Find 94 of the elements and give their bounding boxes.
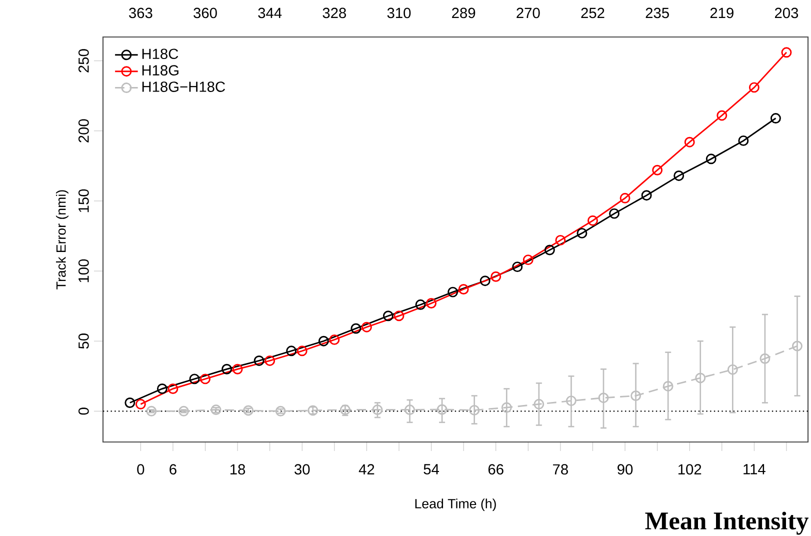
point xyxy=(415,299,426,310)
x-tick-label: 102 xyxy=(678,464,702,475)
y-tick-label: 200 xyxy=(78,119,89,142)
point xyxy=(738,135,749,146)
point xyxy=(652,164,663,176)
point xyxy=(490,271,502,282)
point xyxy=(448,286,458,298)
point xyxy=(716,110,728,121)
point xyxy=(630,390,642,401)
point xyxy=(146,406,157,416)
point xyxy=(124,398,136,408)
point xyxy=(727,364,738,375)
point xyxy=(350,323,362,334)
legend-label: H18G xyxy=(142,65,178,76)
point xyxy=(168,384,178,394)
point xyxy=(609,208,620,219)
point xyxy=(641,190,652,201)
x-tick-label: 18 xyxy=(230,464,246,475)
text: 310 xyxy=(387,8,411,18)
y-axis-title: Track Error (nmi) xyxy=(56,190,68,290)
text: 360 xyxy=(194,8,217,18)
point xyxy=(512,262,523,272)
point xyxy=(178,406,189,416)
text: 344 xyxy=(258,8,282,18)
point xyxy=(566,396,576,406)
text: 235 xyxy=(646,8,669,18)
point xyxy=(135,398,146,410)
point xyxy=(662,380,674,392)
x-tick-label: 54 xyxy=(424,464,439,474)
point xyxy=(469,404,480,416)
x-tick-label: 0 xyxy=(137,464,144,475)
point xyxy=(296,346,308,356)
point xyxy=(781,47,792,58)
point xyxy=(275,406,286,416)
text: 219 xyxy=(710,8,734,18)
text: 203 xyxy=(774,8,798,18)
point xyxy=(394,310,404,322)
point xyxy=(329,334,340,345)
point xyxy=(555,234,566,246)
legend-label: H18C xyxy=(142,48,178,60)
text: Mean Intensity xyxy=(645,512,808,535)
text: 252 xyxy=(581,8,604,18)
y-tick-label: 150 xyxy=(78,189,89,212)
text: 270 xyxy=(516,8,540,18)
x-axis-title: Lead Time (h) xyxy=(415,498,496,512)
point xyxy=(286,346,297,356)
y-tick-label: 100 xyxy=(78,259,89,282)
point xyxy=(576,228,588,238)
point xyxy=(706,154,716,164)
point xyxy=(264,355,276,366)
x-tick-label: 66 xyxy=(488,464,504,475)
point xyxy=(426,298,437,308)
point xyxy=(674,170,684,181)
x-tick-label: 90 xyxy=(618,464,633,475)
point xyxy=(243,405,254,416)
x-tick-label: 78 xyxy=(553,464,568,475)
x-tick-label: 6 xyxy=(170,464,176,475)
point xyxy=(760,353,770,364)
text: 363 xyxy=(129,8,152,18)
point xyxy=(684,136,695,148)
point xyxy=(318,336,329,346)
y-tick-label: 250 xyxy=(78,49,89,72)
point xyxy=(792,340,802,352)
text: 328 xyxy=(322,8,346,18)
point xyxy=(620,192,630,204)
point xyxy=(458,284,469,294)
point xyxy=(254,355,264,366)
point xyxy=(695,372,706,384)
text: 289 xyxy=(452,8,476,18)
point xyxy=(382,310,394,322)
point xyxy=(436,404,448,415)
point xyxy=(156,384,168,394)
point xyxy=(588,215,598,226)
point xyxy=(222,364,232,374)
x-tick-label: 42 xyxy=(358,464,374,474)
point xyxy=(361,322,372,332)
y-tick-label: 50 xyxy=(78,334,89,349)
point xyxy=(534,398,544,410)
point xyxy=(200,374,210,384)
point xyxy=(232,364,243,374)
x-tick-label: 114 xyxy=(744,464,766,474)
y-tick-label: 0 xyxy=(78,408,89,415)
point xyxy=(189,374,200,384)
point xyxy=(372,404,383,416)
point xyxy=(748,82,760,93)
point xyxy=(598,392,609,404)
point xyxy=(501,402,512,413)
point xyxy=(404,404,415,416)
point xyxy=(544,244,555,256)
point xyxy=(522,254,534,266)
point xyxy=(770,113,781,124)
x-tick-label: 30 xyxy=(294,464,310,475)
point xyxy=(480,276,490,286)
legend-label: H18G−H18C xyxy=(142,82,226,92)
